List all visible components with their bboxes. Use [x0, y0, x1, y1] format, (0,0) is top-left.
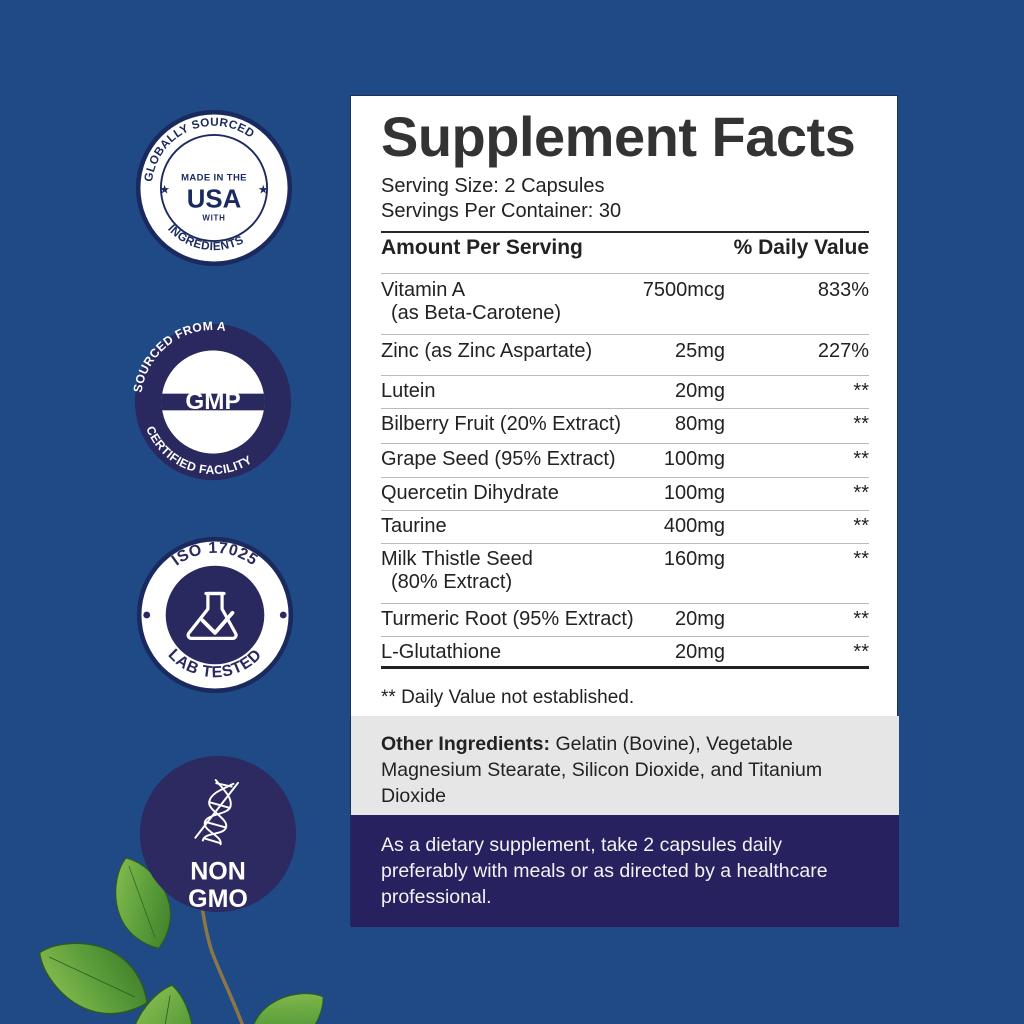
- svg-text:GMO: GMO: [188, 885, 248, 913]
- svg-text:★: ★: [258, 182, 269, 196]
- svg-text:NON: NON: [190, 858, 246, 886]
- svg-text:MADE IN THE: MADE IN THE: [181, 172, 247, 183]
- svg-text:GMP: GMP: [185, 388, 240, 415]
- svg-text:USA: USA: [187, 186, 241, 214]
- svg-text:★: ★: [159, 182, 170, 196]
- svg-text:WITH: WITH: [202, 214, 225, 223]
